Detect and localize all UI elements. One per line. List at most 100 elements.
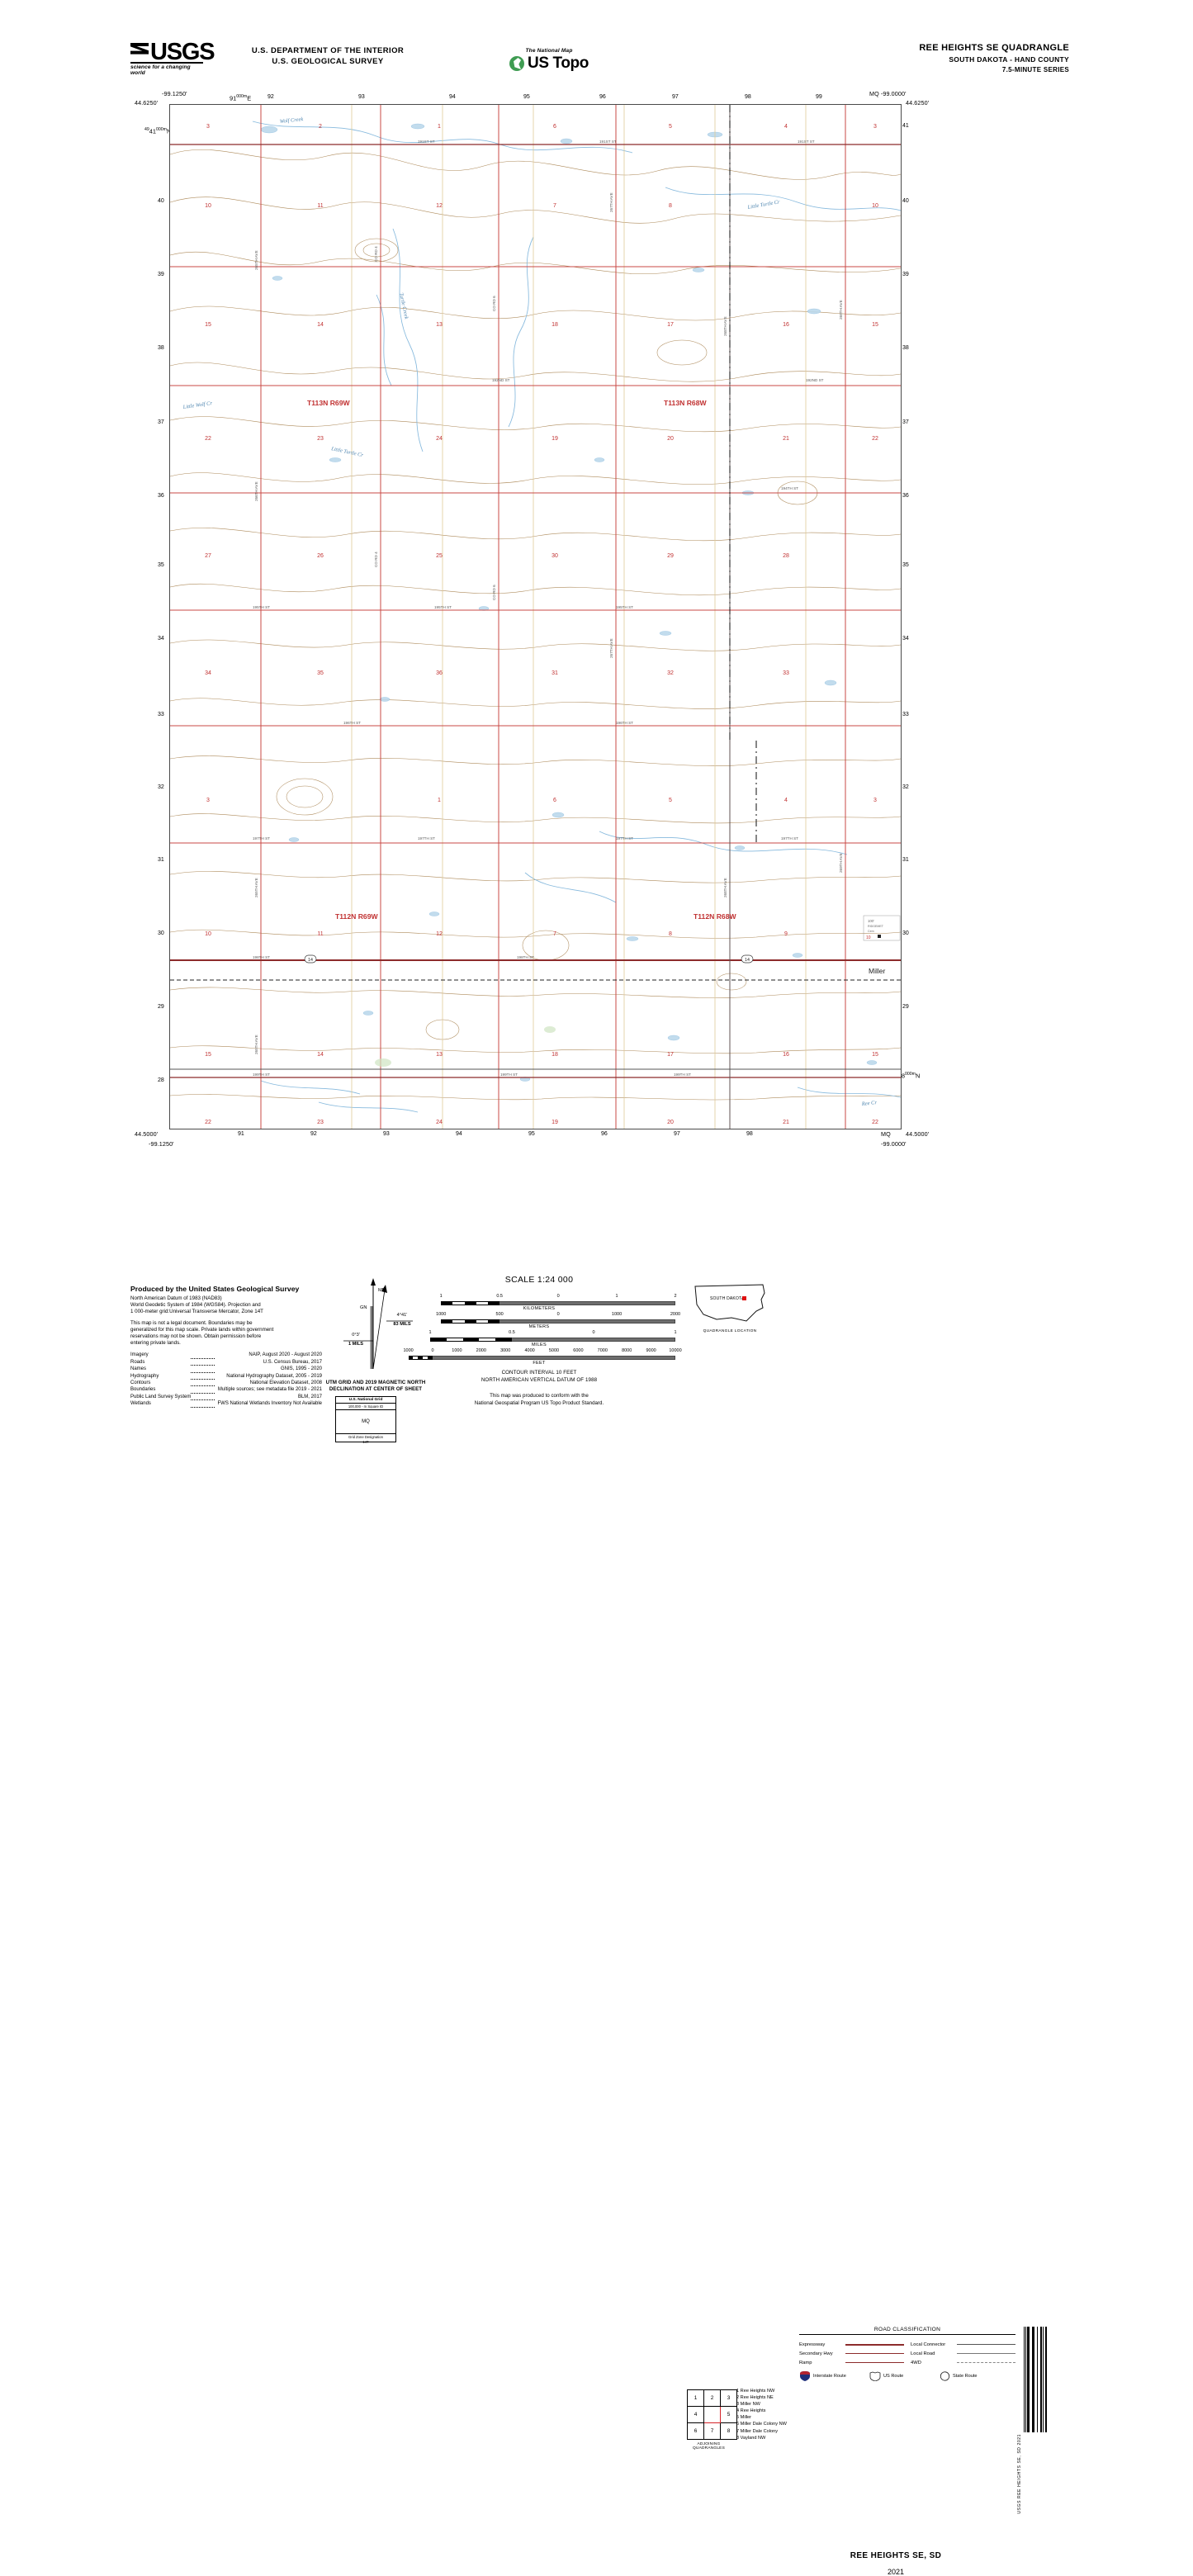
adjoining-cell[interactable]: 3: [720, 2389, 737, 2407]
conformance-line-1: This map was produced to conform with th…: [490, 1393, 589, 1399]
scale-tick: 1: [674, 1330, 677, 1335]
source-label: Hydrography: [130, 1373, 159, 1379]
scale-fill: [512, 1338, 675, 1342]
source-row: Contours National Elevation Dataset, 2008: [130, 1380, 322, 1387]
adjoining-cell[interactable]: [703, 2406, 721, 2423]
grid-left-37: 37: [158, 419, 164, 425]
grid-bottom-98: 98: [746, 1131, 753, 1137]
scale-tick: 1000: [611, 1312, 623, 1317]
scale-bar-feet: 1000 0 1000 2000 3000 4000 5000 6000 7000 8000 900…: [403, 1348, 681, 1366]
svg-text:199TH ST: 199TH ST: [500, 1073, 518, 1077]
svg-text:33: 33: [783, 670, 789, 676]
svg-text:191ST ST: 191ST ST: [599, 140, 617, 144]
scale-unit-label: MILES: [531, 1342, 547, 1347]
road-class-swatch: [845, 2343, 904, 2346]
road-class-right-column: Local Connector Local Road 4WD: [911, 2340, 1015, 2367]
vertical-datum: NORTH AMERICAN VERTICAL DATUM OF 1988: [481, 1377, 598, 1383]
scale-unit-label: KILOMETERS: [523, 1306, 556, 1311]
scale-segment: [487, 1301, 500, 1305]
svg-text:29: 29: [667, 553, 674, 559]
us-topo-mark-icon: [509, 56, 525, 71]
adjoining-cell[interactable]: 7: [703, 2422, 721, 2440]
scale-title: SCALE 1:24 000: [504, 1275, 574, 1285]
svg-text:6: 6: [553, 798, 556, 803]
adjoining-cell[interactable]: 6: [687, 2422, 704, 2440]
svg-text:25: 25: [436, 553, 443, 559]
svg-text:267TH AVE: 267TH AVE: [609, 192, 613, 212]
svg-text:16: 16: [783, 322, 789, 328]
svg-text:15: 15: [872, 1052, 878, 1058]
source-leader: [191, 1373, 215, 1380]
svg-text:1: 1: [438, 124, 441, 130]
svg-text:265TH AVE: 265TH AVE: [254, 878, 258, 897]
scale-tick: 0: [556, 1312, 560, 1317]
svg-text:2: 2: [319, 124, 322, 130]
legend-state-route-label: State Route: [953, 2374, 978, 2379]
adjoining-cell[interactable]: 4: [687, 2406, 704, 2423]
corner-lon-sw: -99.1250': [149, 1140, 174, 1148]
svg-text:28: 28: [783, 553, 789, 559]
source-leader: [191, 1352, 215, 1359]
svg-text:12: 12: [436, 931, 443, 937]
barcode: [1024, 2327, 1047, 2432]
svg-text:Miller: Miller: [869, 967, 885, 975]
vegetation-patches: [375, 1026, 556, 1067]
scale-segment: [464, 1319, 476, 1324]
adjoining-list-item: 4 Ree Heights: [736, 2408, 766, 2414]
corner-lat-sw: 44.5000': [135, 1130, 159, 1138]
svg-text:10: 10: [872, 203, 878, 209]
svg-text:24: 24: [436, 436, 443, 442]
grid-left-33: 33: [158, 712, 164, 717]
locator-quad-marker: [742, 1296, 746, 1300]
adjoining-cell[interactable]: 8: [720, 2422, 737, 2440]
barcode-bar: [1036, 2327, 1038, 2432]
conformance-line-2: National Geospatial Program US Topo Prod…: [474, 1400, 604, 1406]
adjoining-caption: ADJOINING QUADRANGLES: [693, 2442, 725, 2451]
adjoining-cell[interactable]: 5: [720, 2406, 737, 2423]
township-range-labels: T113N R69W T113N R68W T112N R69W T112N R…: [307, 399, 736, 921]
svg-text:100': 100': [868, 919, 874, 923]
svg-text:T112N R69W: T112N R69W: [335, 912, 378, 921]
scale-segment: [441, 1319, 453, 1324]
barcode-bar: [1044, 2327, 1047, 2432]
scale-tick: 6000: [573, 1348, 584, 1353]
disclaimer-line-3: entering private lands.: [130, 1340, 181, 1347]
barcode-bar: [1024, 2327, 1025, 2432]
scale-bars: 1 0.5 0 1 2 KILOMETERS 1000 500 0 1000 2000 METERS 1…: [403, 1294, 681, 1366]
source-row: Names GNIS, 1995 - 2020: [130, 1366, 322, 1373]
source-label: Imagery: [130, 1352, 149, 1358]
grid-right-33: 33: [902, 712, 909, 717]
grid-right-38: 38: [902, 345, 909, 351]
adjoining-cell[interactable]: 1: [687, 2389, 704, 2407]
scale-tick: 500: [495, 1312, 504, 1317]
scale-fill: [499, 1319, 675, 1324]
grid-left-29: 29: [158, 1004, 164, 1010]
svg-text:21: 21: [783, 1120, 789, 1125]
road-class-label: Local Connector: [911, 2342, 946, 2347]
legend-interstate-label: Interstate Route: [813, 2374, 846, 2379]
adjoining-cell[interactable]: 2: [703, 2389, 721, 2407]
legend-us-route-label: US Route: [883, 2374, 904, 2379]
grid-bottom-97: 97: [674, 1131, 680, 1137]
grid-left-36: 36: [158, 493, 164, 499]
svg-text:11: 11: [317, 203, 323, 209]
source-leader: [191, 1359, 215, 1366]
svg-text:22: 22: [872, 1120, 878, 1125]
svg-text:3: 3: [206, 124, 210, 130]
svg-text:Wolf Creek: Wolf Creek: [279, 116, 303, 125]
svg-text:T113N R69W: T113N R69W: [307, 399, 350, 407]
scale-tick: 2000: [670, 1312, 681, 1317]
svg-text:11: 11: [317, 931, 323, 937]
scale-tick: 1000: [436, 1312, 447, 1317]
scale-tick: 4000: [524, 1348, 535, 1353]
road-class-swatch: [845, 2352, 904, 2356]
grid-left-28: 28: [158, 1077, 164, 1083]
svg-text:197TH ST: 197TH ST: [253, 836, 270, 841]
svg-text:T113N R68W: T113N R68W: [664, 399, 707, 407]
route-shield-14: 14 14: [304, 954, 754, 964]
source-value: NAIP, August 2020 - August 2020: [249, 1352, 322, 1358]
